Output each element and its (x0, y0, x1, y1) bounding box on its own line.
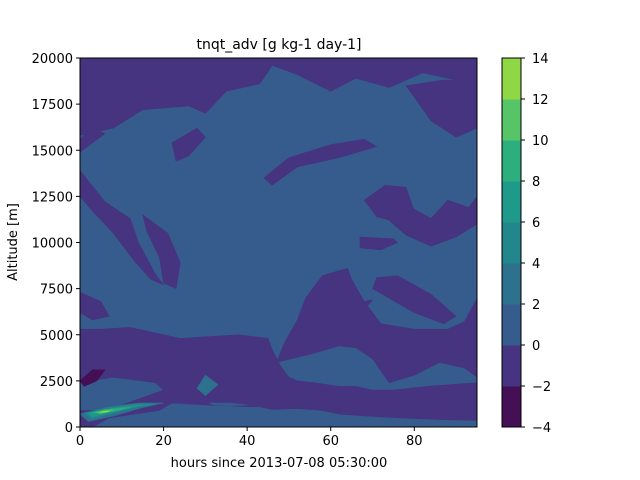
y-tick-label: 0 (65, 421, 73, 436)
contour-region-3 (171, 127, 206, 162)
contour-region-4 (263, 138, 377, 186)
contour-region-7 (142, 214, 181, 289)
contour-region-23 (326, 400, 357, 409)
contour-region-6 (80, 292, 110, 321)
contour-region-14 (196, 375, 219, 396)
colorbar-band (502, 181, 521, 223)
colorbar-band (502, 99, 521, 141)
x-axis-label: hours since 2013-07-08 05:30:00 (171, 456, 388, 471)
colorbar-tick-label: −2 (532, 380, 551, 395)
colorbar-band (502, 58, 521, 100)
colorbar-tick-label: 10 (532, 134, 549, 149)
y-axis-ticks: 0 2500 5000 7500 10000 12500 15000 17500 20000 (32, 52, 80, 436)
y-tick-label: 7500 (40, 283, 73, 298)
colorbar-band (502, 140, 521, 182)
x-tick-label: 60 (322, 434, 339, 449)
y-axis-label: Altitude [m] (6, 203, 21, 281)
colorbar-tick-label: 14 (532, 52, 549, 67)
y-tick-label: 12500 (32, 190, 73, 205)
colorbar-tick-label: 2 (532, 298, 540, 313)
x-tick-label: 0 (76, 434, 84, 449)
contour-region-2 (80, 127, 106, 153)
contour-region-13 (80, 369, 106, 387)
colorbar-tick-label: 0 (532, 339, 540, 354)
colorbar-tick-label: 4 (532, 257, 540, 272)
y-tick-label: 17500 (32, 98, 73, 113)
colorbar-tick-label: 8 (532, 175, 540, 190)
plot-area (80, 58, 477, 427)
colorbar-tick-label: 12 (532, 93, 549, 108)
y-tick-label: 10000 (32, 237, 73, 252)
contour-region-11 (372, 275, 457, 324)
contour-region-5 (80, 170, 164, 286)
contour-region-22 (259, 402, 311, 410)
chart-title: tnqt_adv [g kg-1 day-1] (196, 37, 361, 53)
colorbar-frame (501, 57, 522, 428)
x-tick-label: 40 (239, 434, 256, 449)
y-tick-label: 15000 (32, 144, 73, 159)
contour-region-20 (100, 410, 110, 413)
contour-region-15 (80, 402, 164, 422)
contour-region-16 (83, 403, 156, 419)
y-tick-label: 5000 (40, 329, 73, 344)
contour-regions (80, 58, 477, 427)
contour-region-0 (80, 58, 477, 136)
y-tick-label: 20000 (32, 52, 73, 67)
x-tick-label: 20 (155, 434, 172, 449)
contour-region-1 (405, 79, 477, 138)
contour-region-12 (313, 299, 373, 324)
colorbar-band (502, 263, 521, 305)
colorbar-band (502, 222, 521, 264)
contour-region-9 (359, 236, 398, 251)
y-tick-label: 2500 (40, 375, 73, 390)
colorbar-ticks: −4 −2 0 2 4 6 8 10 12 14 (521, 52, 551, 436)
colorbar-band (502, 304, 521, 346)
x-tick-label: 80 (406, 434, 423, 449)
contour-region-10 (80, 196, 477, 427)
x-axis-ticks: 0 20 40 60 80 (76, 427, 423, 449)
colorbar (502, 58, 521, 428)
colorbar-tick-label: 6 (532, 216, 540, 231)
colorbar-band (502, 386, 521, 428)
colorbar-band (502, 345, 521, 387)
colorbar-tick-label: −4 (532, 421, 551, 436)
contour-region-21 (209, 402, 248, 407)
